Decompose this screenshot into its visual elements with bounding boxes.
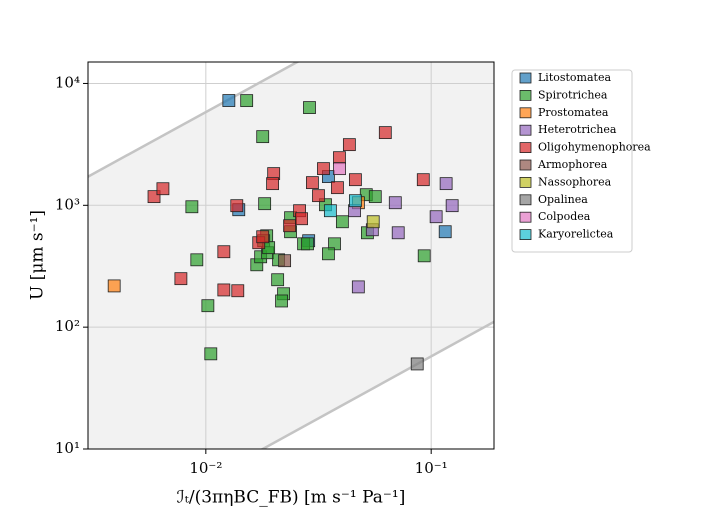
y-tick-label: 10¹ <box>55 439 80 457</box>
data-point <box>417 249 431 263</box>
data-point <box>388 196 402 210</box>
data-point <box>174 272 188 286</box>
legend-label: Spirotrichea <box>538 88 608 101</box>
data-point <box>222 94 236 107</box>
legend-label: Oligohymenophorea <box>538 141 651 154</box>
data-point <box>156 182 170 196</box>
data-point <box>438 225 452 239</box>
legend-label: Karyorelictea <box>538 228 614 241</box>
bound-lines <box>88 62 494 449</box>
legend-label: Nassophorea <box>538 175 612 188</box>
data-point <box>322 247 335 261</box>
data-point <box>240 94 254 108</box>
legend-label: Armophorea <box>537 158 608 171</box>
legend-label: Prostomatea <box>538 106 609 119</box>
data-point <box>231 284 245 298</box>
x-tick-label: 10⁻² <box>189 459 222 477</box>
data-point <box>278 254 292 268</box>
data-point <box>295 212 308 226</box>
legend-swatch <box>519 211 532 223</box>
y-tick-label: 10⁴ <box>55 73 80 91</box>
data-point <box>366 215 380 229</box>
legend-swatch <box>519 107 532 119</box>
data-point <box>333 162 346 176</box>
data-point <box>416 173 430 187</box>
data-point <box>306 176 319 190</box>
data-point <box>368 190 382 204</box>
data-point <box>303 101 316 114</box>
data-point <box>429 210 443 224</box>
x-axis-label: ℐₜ/(3πηBC_FB) [m s⁻¹ Pa⁻¹] <box>177 488 406 508</box>
data-point <box>201 299 215 313</box>
data-point <box>185 200 199 214</box>
y-tick-label: 10³ <box>55 195 80 213</box>
data-point <box>331 181 344 195</box>
data-point <box>348 173 362 187</box>
data-point <box>312 189 325 203</box>
legend: Litostomatea Spirotrichea Prostomatea Heter… <box>519 71 651 241</box>
data-point <box>258 197 272 211</box>
y-tick-label: 10² <box>55 317 80 335</box>
data-point <box>323 204 337 218</box>
data-point <box>256 230 270 244</box>
data-point <box>439 177 453 191</box>
legend-swatch <box>519 124 532 136</box>
data-point <box>271 273 285 287</box>
data-point <box>217 245 231 259</box>
legend-label: Opalinea <box>538 193 588 206</box>
x-tick-label: 10⁻¹ <box>415 459 448 477</box>
data-point <box>410 357 424 371</box>
legend-label: Litostomatea <box>538 71 611 84</box>
legend-swatch <box>519 159 532 171</box>
legend-swatch <box>519 194 532 206</box>
data-point <box>230 199 244 213</box>
data-point <box>283 219 297 233</box>
data-point <box>378 126 392 140</box>
upper-bound-line <box>88 62 300 179</box>
axes-frame <box>87 61 495 450</box>
data-point <box>107 279 121 293</box>
data-point <box>204 347 218 361</box>
ticks: 10⁻² 10⁻¹ 10¹ 10² 10³ 10⁴ <box>55 73 448 477</box>
data-point <box>348 194 362 208</box>
legend-swatch <box>519 142 532 154</box>
data-point <box>256 130 270 144</box>
data-point <box>445 199 459 213</box>
data-point <box>266 177 279 191</box>
legend-label: Colpodea <box>538 210 591 223</box>
markers <box>107 94 459 371</box>
data-point <box>317 162 330 176</box>
data-point <box>275 294 288 308</box>
legend-box <box>511 69 633 253</box>
data-point <box>190 253 204 267</box>
data-point <box>342 138 356 152</box>
legend-label: Heterotrichea <box>538 123 617 136</box>
legend-swatch <box>519 90 532 101</box>
legend-swatch <box>519 229 532 241</box>
y-axis-label: U [μm s⁻¹] <box>28 210 48 300</box>
data-point <box>391 226 405 240</box>
lower-bound-line <box>260 320 494 449</box>
data-point <box>301 237 314 251</box>
grid <box>88 62 494 450</box>
legend-swatch <box>519 72 532 84</box>
data-point <box>333 151 346 165</box>
legend-swatch <box>519 176 532 188</box>
data-point <box>217 283 231 297</box>
data-point <box>351 280 365 294</box>
data-point <box>335 215 349 229</box>
